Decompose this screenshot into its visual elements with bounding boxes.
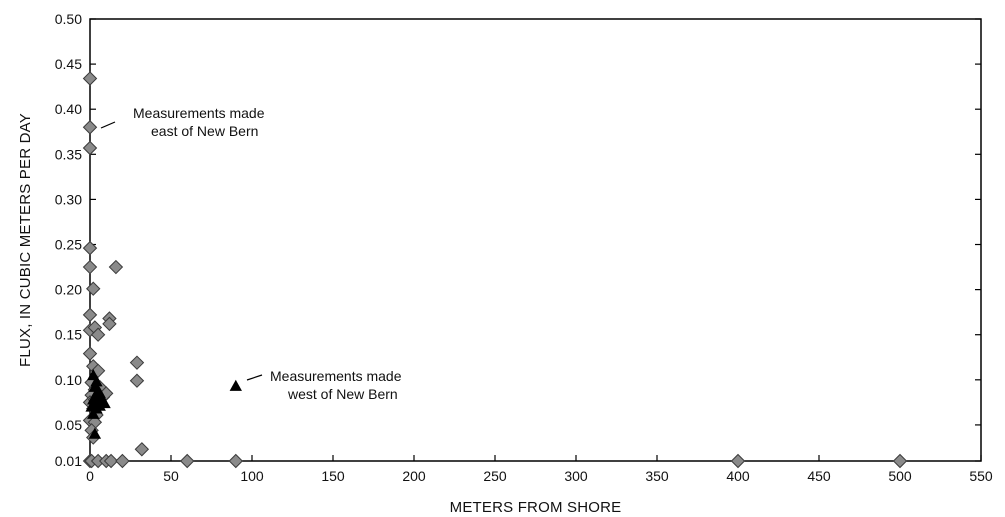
y-tick-label: 0.15 — [55, 327, 82, 343]
annotation-leader — [246, 374, 263, 381]
annotation-text: west of New Bern — [287, 386, 398, 402]
annotations: Measurements made east of New Bern Measure… — [100, 105, 402, 402]
data-point-diamond — [730, 453, 746, 469]
data-point-diamond — [115, 453, 130, 469]
y-tick-label: 0.10 — [55, 372, 82, 388]
annotation-text: Measurements made — [133, 105, 265, 121]
x-tick-label: 250 — [483, 468, 507, 484]
y-tick-label: 0.05 — [55, 417, 82, 433]
axis-ticks — [89, 18, 982, 462]
data-point-diamond — [82, 140, 98, 156]
x-tick-label: 50 — [163, 468, 179, 484]
x-tick-label: 100 — [240, 468, 264, 484]
data-point-diamond — [129, 355, 145, 370]
x-tick-label: 200 — [402, 468, 426, 484]
y-tick-label: 0.20 — [55, 282, 82, 298]
x-tick-label: 500 — [888, 468, 912, 484]
annotation-text: Measurements made — [270, 368, 402, 384]
x-tick-label: 0 — [86, 468, 94, 484]
data-point-diamond — [90, 327, 106, 342]
data-point-diamond — [82, 240, 98, 256]
data-point-diamond — [82, 346, 98, 361]
x-tick-label: 550 — [969, 468, 993, 484]
y-tick-label: 0.45 — [55, 56, 82, 72]
x-tick-label: 450 — [807, 468, 831, 484]
data-point-diamond — [134, 442, 150, 457]
data-point-diamond — [228, 453, 244, 469]
y-tick-label: 0.30 — [55, 191, 82, 207]
x-axis-label: METERS FROM SHORE — [450, 499, 622, 516]
y-tick-label: 0.50 — [55, 11, 82, 27]
data-point-diamond — [102, 316, 117, 332]
data-point-diamond — [179, 453, 195, 469]
y-tick-label: 0.01 — [55, 453, 82, 469]
y-tick-label: 0.40 — [55, 101, 82, 117]
x-tick-label: 350 — [645, 468, 669, 484]
data-point-triangle — [88, 427, 102, 439]
plot-frame — [89, 18, 982, 462]
data-point-triangle — [229, 379, 242, 391]
data-point-diamond — [108, 259, 124, 275]
data-point-diamond — [82, 71, 98, 86]
y-tick-labels: 0.01 0.05 0.10 0.15 0.20 0.25 0.30 0.35 0.40 0.45… — [55, 11, 82, 469]
x-tick-label: 400 — [726, 468, 750, 484]
y-axis-label: FLUX, IN CUBIC METERS PER DAY — [17, 113, 34, 367]
data-point-triangle — [87, 407, 100, 419]
annotation-text: east of New Bern — [151, 123, 258, 139]
x-tick-label: 300 — [564, 468, 588, 484]
data-point-diamond — [82, 259, 98, 275]
y-tick-label: 0.25 — [55, 237, 82, 253]
data-point-triangle — [98, 396, 111, 409]
series-triangle-points — [85, 368, 242, 439]
annotation-leader — [100, 121, 116, 129]
data-point-diamond — [86, 281, 101, 296]
x-tick-label: 150 — [321, 468, 345, 484]
x-tick-labels: 0 50 100 150 200 250 300 350 400 450 500 550 — [86, 468, 993, 484]
y-tick-label: 0.35 — [55, 146, 82, 162]
data-point-diamond — [129, 373, 145, 388]
data-point-diamond — [82, 120, 98, 135]
data-point-diamond — [103, 453, 119, 469]
data-point-diamond — [82, 307, 98, 323]
data-point-diamond — [892, 453, 908, 469]
